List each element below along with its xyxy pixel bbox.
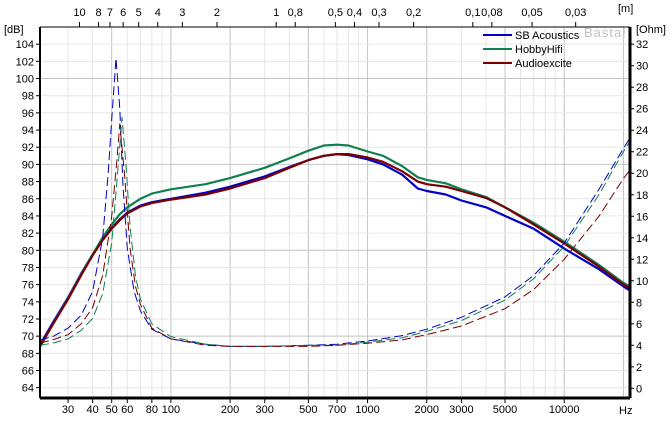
right-tick-label: 0: [636, 383, 642, 395]
top-tick-label: 0,8: [288, 7, 303, 19]
left-tick-label: 66: [22, 366, 34, 378]
right-tick-label: 14: [636, 233, 648, 245]
right-tick-label: 12: [636, 254, 648, 266]
right-tick-label: 32: [636, 39, 648, 51]
top-tick-label: 0,1: [465, 7, 480, 19]
left-tick-label: 78: [22, 262, 34, 274]
left-tick-label: 100: [16, 74, 34, 86]
top-tick-label: 0,2: [406, 7, 421, 19]
impedance-curve-0: [40, 57, 630, 347]
top-axis-unit: [m]: [618, 3, 633, 15]
left-tick-label: 72: [22, 314, 34, 326]
legend-label: SB Acoustics: [515, 30, 580, 42]
watermark-logo: Basta!: [584, 25, 627, 40]
right-tick-label: 30: [636, 61, 648, 73]
x-tick-label: 50: [106, 404, 118, 416]
x-tick-label: 1000: [355, 404, 379, 416]
left-tick-label: 102: [16, 56, 34, 68]
top-tick-label: 6: [120, 7, 126, 19]
left-tick-label: 84: [22, 211, 34, 223]
x-tick-label: 500: [299, 404, 317, 416]
top-tick-label: 0,4: [347, 7, 362, 19]
top-tick-label: 8: [95, 7, 101, 19]
right-tick-label: 24: [636, 125, 648, 137]
x-tick-label: 5000: [493, 404, 517, 416]
right-tick-label: 22: [636, 147, 648, 159]
legend-label: Audioexcite: [515, 58, 572, 70]
impedance-curve-1: [40, 116, 630, 347]
top-tick-label: 0,3: [371, 7, 386, 19]
right-tick-label: 28: [636, 82, 648, 94]
left-tick-label: 68: [22, 348, 34, 360]
left-tick-label: 82: [22, 228, 34, 240]
top-tick-label: 7: [107, 7, 113, 19]
left-tick-label: 90: [22, 159, 34, 171]
series-layer: [40, 57, 630, 348]
x-tick-label: 40: [87, 404, 99, 416]
right-tick-label: 26: [636, 104, 648, 116]
x-tick-label: 100: [162, 404, 180, 416]
impedance-curve-2: [40, 123, 630, 347]
right-tick-label: 20: [636, 168, 648, 180]
top-tick-label: 3: [179, 7, 185, 19]
left-tick-label: 88: [22, 177, 34, 189]
x-tick-label: 60: [121, 404, 133, 416]
x-tick-label: 3000: [449, 404, 473, 416]
x-tick-label: 30: [62, 404, 74, 416]
left-tick-label: 96: [22, 108, 34, 120]
left-tick-label: 94: [22, 125, 34, 137]
left-axis-unit: [dB]: [4, 24, 24, 36]
left-tick-label: 86: [22, 194, 34, 206]
left-tick-label: 98: [22, 91, 34, 103]
axes: 6466687072747678808284868890929496981001…: [16, 7, 649, 416]
top-tick-label: 1: [273, 7, 279, 19]
top-tick-label: 0,05: [521, 7, 542, 19]
top-tick-label: 10: [73, 7, 85, 19]
spl-curve-2: [40, 153, 630, 348]
left-tick-label: 92: [22, 142, 34, 154]
legend-label: HobbyHifi: [515, 44, 563, 56]
legend: SB Acoustics HobbyHifi Audioexcite: [483, 30, 580, 70]
top-tick-label: 4: [155, 7, 161, 19]
x-axis-unit: Hz: [619, 405, 632, 417]
top-tick-label: 0,5: [328, 7, 343, 19]
x-tick-label: 10000: [549, 404, 580, 416]
left-tick-label: 64: [22, 383, 34, 395]
left-tick-label: 74: [22, 297, 34, 309]
left-tick-label: 70: [22, 331, 34, 343]
left-tick-label: 76: [22, 280, 34, 292]
top-tick-label: 0,08: [481, 7, 502, 19]
right-tick-label: 6: [636, 319, 642, 331]
top-tick-label: 5: [136, 7, 142, 19]
x-tick-label: 80: [146, 404, 158, 416]
right-tick-label: 10: [636, 276, 648, 288]
x-tick-label: 700: [328, 404, 346, 416]
right-axis-unit: [Ohm]: [636, 24, 666, 36]
right-tick-label: 4: [636, 340, 642, 352]
x-tick-label: 300: [256, 404, 274, 416]
x-tick-label: 2000: [415, 404, 439, 416]
right-tick-label: 8: [636, 297, 642, 309]
top-tick-label: 2: [214, 7, 220, 19]
left-tick-label: 80: [22, 245, 34, 257]
right-tick-label: 2: [636, 362, 642, 374]
grid: [40, 26, 630, 398]
right-tick-label: 16: [636, 211, 648, 223]
right-tick-label: 18: [636, 190, 648, 202]
left-tick-label: 104: [16, 39, 34, 51]
x-tick-label: 200: [221, 404, 239, 416]
top-tick-label: 0,03: [565, 7, 586, 19]
